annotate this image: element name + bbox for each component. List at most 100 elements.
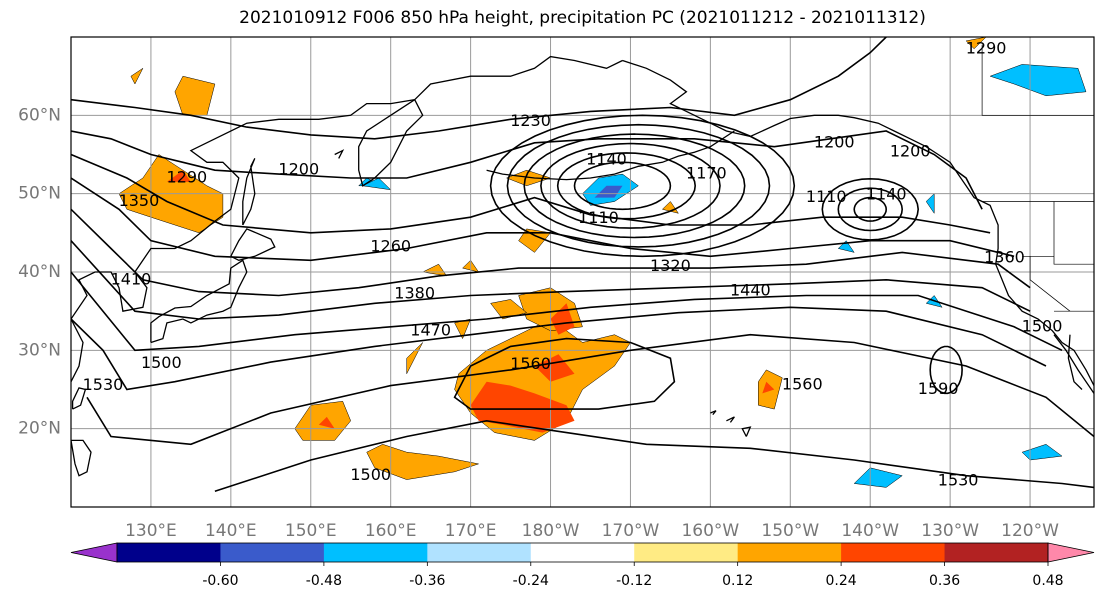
colorbar-segment (117, 543, 221, 562)
coastline (71, 55, 623, 382)
precip-negative-strong-region (594, 185, 623, 198)
coastline (242, 158, 256, 226)
precip-negative-region (361, 177, 392, 191)
height-contour-line (71, 153, 991, 234)
contour-value-label: 1470 (410, 320, 451, 339)
coastline (710, 410, 717, 416)
precipitation-shading (118, 37, 1087, 488)
contour-value-label: 1110 (578, 208, 619, 227)
latitude-tick-label: 40°N (18, 262, 61, 282)
precip-negative-region (853, 467, 903, 488)
colorbar-segment (530, 543, 635, 562)
height-contour-line (86, 333, 1094, 446)
longitude-tick-label: 170°E (445, 521, 497, 541)
coastlines (71, 44, 1094, 477)
coastline (71, 439, 92, 477)
contour-value-label: 1500 (350, 465, 391, 484)
colorbar: -0.60 -0.48 -0.36 -0.24 -0.12 0.12 0.24 0.36 0.4… (70, 542, 1095, 589)
colorbar-tick-label: 0.36 (929, 573, 960, 589)
contour-value-label: 1560 (510, 354, 551, 373)
colorbar-segment (737, 543, 842, 562)
colorbar-tick-label: 0.24 (826, 573, 857, 589)
height-contour-line (929, 345, 963, 395)
map-title: 2021010912 F006 850 hPa height, precipit… (239, 8, 926, 28)
contour-value-label: 1440 (730, 280, 771, 299)
height-contour-line (853, 196, 888, 222)
height-contour-line (489, 114, 796, 258)
height-contour-line (71, 271, 1063, 352)
coastline (622, 59, 1094, 386)
longitude-tick-label: 160°E (365, 521, 417, 541)
map-plot-area: 1290 1230 1140 1170 1200 1200 1200 1290 1110 1110… (70, 36, 1095, 508)
height-contour-line (523, 133, 746, 239)
colorbar-segment (323, 543, 428, 562)
contour-value-label: 1200 (278, 160, 319, 179)
height-contour-line (71, 130, 983, 210)
colorbar-segment (220, 543, 325, 562)
colorbar-tick-label: -0.48 (306, 573, 342, 589)
coastline (358, 99, 424, 187)
height-contour-line (506, 123, 771, 248)
height-contours (71, 37, 1094, 493)
colorbar-tick-label: -0.24 (513, 573, 549, 589)
contour-value-label: 1200 (890, 142, 931, 161)
precip-strong-region (318, 416, 335, 429)
political-boundary (1053, 201, 1094, 265)
height-contour-line (821, 177, 920, 241)
longitude-tick-label: 150°E (285, 521, 337, 541)
longitude-tick-label: 150°W (761, 521, 819, 541)
precip-negative-region (837, 240, 855, 253)
precip-positive-region (174, 75, 216, 116)
contour-value-label: 1500 (1022, 316, 1063, 335)
contour-value-label: 1230 (510, 111, 551, 130)
precip-negative-region (1021, 444, 1063, 461)
political-boundary (1054, 310, 1094, 343)
colorbar-segment (634, 543, 739, 562)
colorbar-tick-label: 0.12 (722, 573, 753, 589)
longitude-tick-label: 140°W (841, 521, 899, 541)
coastline (486, 130, 735, 181)
longitude-tick-label: 140°E (205, 521, 257, 541)
contour-value-label: 1360 (984, 247, 1025, 266)
coastline (726, 416, 735, 423)
coastline (150, 259, 248, 344)
colorbar-segment (944, 543, 1049, 562)
latitude-tick-labels: 20°N 30°N 40°N 50°N 60°N (18, 105, 61, 438)
political-boundary (981, 44, 1094, 116)
colorbar-tick-label: -0.12 (616, 573, 652, 589)
height-contour-line (214, 419, 1094, 493)
colorbar-frame (116, 542, 1049, 563)
contour-value-label: 1260 (370, 236, 411, 255)
colorbar-extend-high (1047, 542, 1095, 563)
contour-value-label: 1170 (686, 164, 727, 183)
longitude-tick-label: 180°W (522, 521, 580, 541)
contour-value-label: 1320 (650, 256, 691, 275)
longitude-tick-label: 120°W (1001, 521, 1059, 541)
longitude-tick-label: 130°E (125, 521, 177, 541)
contour-value-label: 1140 (586, 149, 627, 168)
contour-value-label: 1110 (806, 187, 847, 206)
contour-value-label: 1410 (111, 269, 152, 288)
height-contour-line (556, 152, 697, 220)
contour-value-label: 1500 (141, 353, 182, 372)
height-contour-line (573, 161, 672, 211)
contour-value-label: 1380 (394, 283, 435, 302)
colorbar-segment (841, 543, 946, 562)
contour-value-label: 1140 (866, 185, 907, 204)
height-contour-line (71, 177, 1015, 262)
precip-strong-region (762, 381, 775, 394)
contour-value-label: 1350 (119, 191, 160, 210)
precip-strong-region (550, 303, 575, 335)
coastline (1053, 334, 1094, 394)
coastline (334, 149, 345, 159)
latitude-tick-label: 60°N (18, 105, 61, 125)
contour-value-label: 1290 (167, 168, 208, 187)
precip-positive-region (421, 263, 448, 277)
precip-strong-region (166, 170, 191, 182)
latitude-tick-label: 50°N (18, 184, 61, 204)
precip-positive-region (965, 37, 987, 50)
latitude-tick-label: 30°N (18, 340, 61, 360)
colorbar-tick-label: 0.48 (1032, 573, 1063, 589)
contour-value-label: 1590 (918, 379, 959, 398)
